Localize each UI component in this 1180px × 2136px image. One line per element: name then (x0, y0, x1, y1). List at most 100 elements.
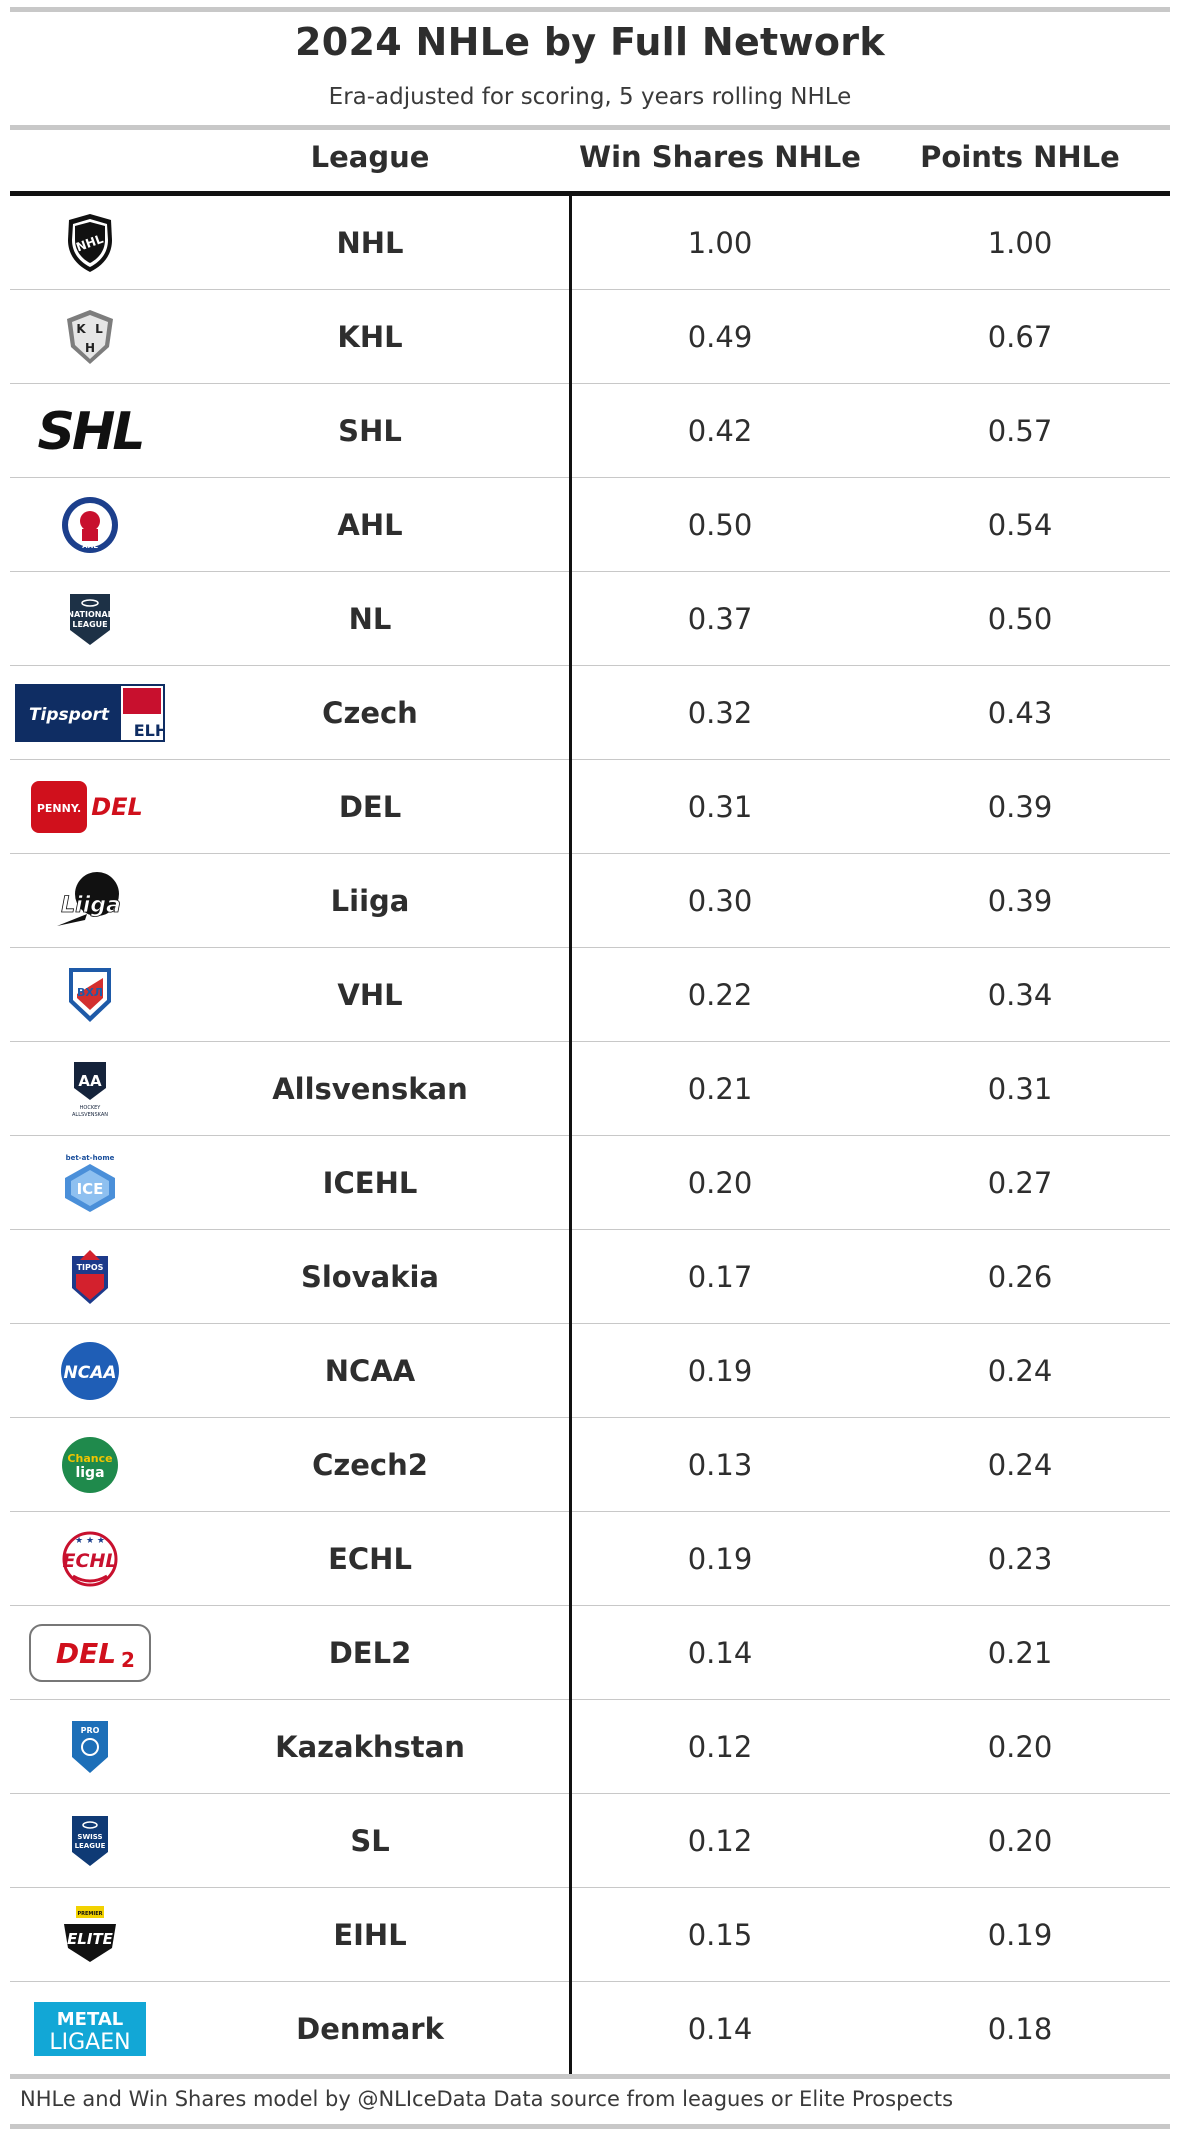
win-shares-value: 0.14 (687, 2012, 753, 2046)
win-shares-value: 0.21 (687, 1072, 753, 1106)
liiga-logo-icon: Liiga (10, 854, 170, 948)
league-name: SHL (338, 414, 402, 448)
footer-credit: NHLe and Win Shares model by @NLIceData … (20, 2087, 954, 2111)
win-shares-value: 0.32 (687, 696, 753, 730)
points-value: 0.39 (987, 790, 1053, 824)
title-rule (10, 125, 1170, 130)
win-shares-value: 0.15 (687, 1918, 753, 1952)
allsvenskan-logo-icon: AA HOCKEY ALLSVENSKAN (10, 1042, 170, 1136)
svg-text:HOCKEY: HOCKEY (80, 1105, 102, 1111)
table-row: DEL 2 DEL2 0.14 0.21 (10, 1606, 1170, 1700)
del2-logo-icon: DEL 2 (10, 1606, 170, 1700)
league-name: Czech2 (312, 1448, 428, 1482)
points-value: 0.39 (987, 884, 1053, 918)
column-header-win-shares: Win Shares NHLe (579, 140, 861, 174)
league-name: SL (350, 1824, 390, 1858)
points-value: 0.24 (987, 1354, 1053, 1388)
league-name: NCAA (324, 1354, 416, 1388)
svg-text:ВХЛ: ВХЛ (77, 986, 103, 999)
league-name: Denmark (296, 2012, 444, 2046)
points-value: 0.20 (987, 1824, 1053, 1858)
bottom-rule (10, 2074, 1170, 2079)
points-value: 0.21 (987, 1636, 1053, 1670)
svg-text:METAL: METAL (57, 2009, 124, 2030)
win-shares-value: 0.19 (687, 1542, 753, 1576)
end-rule (10, 2124, 1170, 2129)
points-value: 0.24 (987, 1448, 1053, 1482)
shl-logo-icon: SHL (10, 384, 170, 478)
league-name: DEL (338, 790, 402, 824)
points-value: 0.57 (987, 414, 1053, 448)
swiss-league-logo-icon: SWISS LEAGUE (10, 1794, 170, 1888)
svg-text:NATIONAL: NATIONAL (67, 610, 112, 619)
league-name: Slovakia (300, 1260, 440, 1294)
league-name: Czech (322, 696, 418, 730)
points-value: 0.54 (987, 508, 1053, 542)
tipsport-elh-logo-icon: Tipsport ELH (10, 666, 170, 760)
column-header-league: League (310, 140, 430, 174)
league-name: Allsvenskan (272, 1072, 468, 1106)
table-row: ★ ★ ★ ECHL ECHL 0.19 0.23 (10, 1512, 1170, 1606)
table-row: TIPOS Slovakia 0.17 0.26 (10, 1230, 1170, 1324)
svg-text:ICE: ICE (77, 1180, 104, 1198)
points-value: 0.43 (987, 696, 1053, 730)
table-row: K L H KHL 0.49 0.67 (10, 290, 1170, 384)
table-row: METAL LIGAEN Denmark 0.14 0.18 (10, 1982, 1170, 2076)
metal-ligaen-logo-icon: METAL LIGAEN (10, 1982, 170, 2076)
league-name: NHL (336, 226, 404, 260)
nhl-logo-icon: NHL (10, 196, 170, 290)
icehl-logo-icon: bet-at-home ICE (10, 1136, 170, 1230)
table-row: bet-at-home ICE ICEHL 0.20 0.27 (10, 1136, 1170, 1230)
svg-text:PREMIER: PREMIER (77, 1911, 102, 1917)
win-shares-value: 1.00 (687, 226, 753, 260)
table-row: Liiga Liiga 0.30 0.39 (10, 854, 1170, 948)
svg-text:Chance: Chance (67, 1452, 112, 1465)
svg-text:LEAGUE: LEAGUE (75, 1842, 106, 1850)
win-shares-value: 0.49 (687, 320, 753, 354)
svg-text:K: K (76, 322, 86, 336)
win-shares-value: 0.12 (687, 1730, 753, 1764)
svg-text:2: 2 (121, 1648, 135, 1672)
win-shares-value: 0.30 (687, 884, 753, 918)
echl-logo-icon: ★ ★ ★ ECHL (10, 1512, 170, 1606)
table-row: NHL NHL 1.00 1.00 (10, 196, 1170, 290)
svg-text:NCAA: NCAA (63, 1363, 116, 1383)
svg-text:SHL: SHL (37, 405, 142, 457)
win-shares-value: 0.22 (687, 978, 753, 1012)
svg-text:Tipsport: Tipsport (29, 705, 110, 725)
league-name: ECHL (328, 1542, 412, 1576)
win-shares-value: 0.12 (687, 1824, 753, 1858)
chart-subtitle: Era-adjusted for scoring, 5 years rollin… (328, 84, 852, 110)
table-row: Chance liga Czech2 0.13 0.24 (10, 1418, 1170, 1512)
svg-text:SWISS: SWISS (77, 1833, 102, 1841)
table-row: SWISS LEAGUE SL 0.12 0.20 (10, 1794, 1170, 1888)
points-value: 0.23 (987, 1542, 1053, 1576)
points-value: 0.50 (987, 602, 1053, 636)
win-shares-value: 0.20 (687, 1166, 753, 1200)
win-shares-value: 0.50 (687, 508, 753, 542)
table-body: NHL NHL 1.00 1.00 K L H KHL 0.49 0.67 SHL SHL 0.42 0.… (10, 196, 1170, 2076)
svg-text:ELITE: ELITE (67, 1930, 114, 1948)
penny-del-logo-icon: PENNY. DEL (10, 760, 170, 854)
league-name: KHL (337, 320, 403, 354)
svg-text:DEL: DEL (91, 793, 143, 821)
table-row: PRO Kazakhstan 0.12 0.20 (10, 1700, 1170, 1794)
header-rule (10, 191, 1170, 196)
table-row: ВХЛ VHL 0.22 0.34 (10, 948, 1170, 1042)
svg-text:PRO: PRO (81, 1726, 100, 1735)
table-row: AA HOCKEY ALLSVENSKAN Allsvenskan 0.21 0.31 (10, 1042, 1170, 1136)
win-shares-value: 0.14 (687, 1636, 753, 1670)
league-name: Liiga (330, 884, 410, 918)
chart-title: 2024 NHLe by Full Network (295, 20, 885, 64)
table-row: AHL AHL 0.50 0.54 (10, 478, 1170, 572)
points-value: 0.26 (987, 1260, 1053, 1294)
league-name: NL (348, 602, 392, 636)
ncaa-logo-icon: NCAA (10, 1324, 170, 1418)
win-shares-value: 0.37 (687, 602, 753, 636)
points-value: 0.18 (987, 2012, 1053, 2046)
pro-hockey-league-logo-icon: PRO (10, 1700, 170, 1794)
table-row: PREMIER ELITE EIHL 0.15 0.19 (10, 1888, 1170, 1982)
column-divider (569, 196, 572, 2074)
points-value: 0.20 (987, 1730, 1053, 1764)
